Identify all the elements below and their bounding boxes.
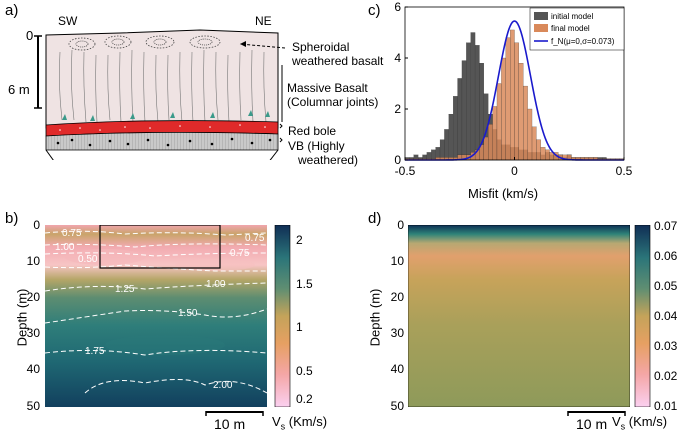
y-tick-label: 0 <box>394 153 401 167</box>
vb-layer <box>45 132 279 151</box>
colorbar-d <box>634 225 651 407</box>
zoom-box <box>99 225 221 269</box>
final-model-bar <box>540 147 546 161</box>
spheroidal-arrow <box>239 43 286 49</box>
spheroidal-clusters <box>68 35 221 51</box>
colorbar-b <box>274 225 291 407</box>
y-tick-label: 6 <box>394 0 401 14</box>
vs-section-plot <box>45 225 267 407</box>
panel-a-label: a) <box>5 2 19 19</box>
panel-d-yticks: 0 10 20 30 40 50 <box>390 218 404 413</box>
panel-b-label: b) <box>5 210 19 227</box>
final-model-bar <box>501 57 506 161</box>
final-model-bar <box>496 83 502 161</box>
scalebar-d-label: 10 m <box>576 416 608 432</box>
x-tick-label: -0.5 <box>395 164 416 178</box>
initial-model-bar <box>470 32 476 161</box>
red-bole-dots <box>59 124 266 131</box>
sw-label: SW <box>58 14 78 28</box>
final-model-bar <box>505 37 511 161</box>
final-model-bar <box>545 149 550 161</box>
contour-label: 2.00 <box>213 380 233 391</box>
columnar-joints <box>59 49 267 123</box>
contour-label: 0.50 <box>78 254 98 265</box>
green-fragments <box>62 110 270 121</box>
colorbar-d-ticks: 0.07 0.06 0.05 0.04 0.03 0.02 0.01 <box>654 219 678 413</box>
colorbar-d-label: Vs (Km/s) <box>612 414 668 432</box>
contour-label: 0.75 <box>62 228 82 239</box>
final-model-bar <box>488 124 493 161</box>
final-model-bar <box>536 139 541 161</box>
layer-label-redbole: Red bole <box>288 124 337 138</box>
final-model-bar <box>523 85 528 161</box>
final-model-bar <box>483 136 489 161</box>
scalebar-d <box>567 411 626 416</box>
zoom-line-left <box>45 149 54 160</box>
legend-final: final model <box>551 24 590 33</box>
final-model-bar <box>514 42 519 161</box>
contour-label: 1.00 <box>206 279 226 290</box>
layer-label-spheroidal: Spheroidal weathered basalt <box>292 40 384 68</box>
scalebar-b-label: 10 m <box>214 416 246 432</box>
layer-label-vb: VB (Highly weathered) <box>288 139 359 167</box>
legend-initial: initial model <box>551 12 593 21</box>
zoom-line-right <box>269 149 279 160</box>
legend: initial model final model f_N(μ=0,σ=0.07… <box>529 7 625 51</box>
contour-label: 0.75 <box>230 248 250 259</box>
initial-model-bar <box>461 60 467 161</box>
y-tick-label: 4 <box>394 51 401 65</box>
initial-model-bar <box>439 139 445 161</box>
initial-model-bar <box>453 96 458 161</box>
x-tick-label: 0.5 <box>616 164 633 178</box>
contour-label: 1.00 <box>55 242 75 253</box>
legend-swatch-initial <box>534 12 548 20</box>
initial-model-bar <box>431 149 436 161</box>
final-model-bar <box>492 106 498 161</box>
y-tick-label: 2 <box>394 102 401 116</box>
legend-normal: f_N(μ=0,σ=0.073) <box>551 37 615 46</box>
scalebar-b <box>205 411 264 416</box>
final-model-bar <box>510 29 515 161</box>
depth-scale-label: 6 m <box>8 82 30 97</box>
contour-label: 1.50 <box>178 308 198 319</box>
initial-model-bar <box>457 78 463 161</box>
geologic-section <box>34 29 286 160</box>
layer-brackets <box>279 65 283 143</box>
layer-label-massive: Massive Basalt (Columnar joints) <box>287 81 379 109</box>
x-ticks: -0.5 0 0.5 <box>395 157 633 178</box>
final-model-bar <box>527 108 533 161</box>
panel-d-ylabel: Depth (m) <box>367 288 383 347</box>
initial-model-bar <box>448 113 454 161</box>
contour-label: 0.75 <box>245 233 265 244</box>
uncertainty-plot <box>408 225 630 407</box>
colorbar-b-ticks: 2 1.5 1 0.5 0.2 <box>296 233 313 406</box>
panel-b-yticks: 0 10 20 30 40 50 <box>26 218 40 413</box>
vb-dots <box>56 137 272 147</box>
chart-xlabel: Misfit (km/s) <box>468 186 539 201</box>
initial-model-bar <box>466 42 471 161</box>
contour-label: 1.75 <box>85 346 105 357</box>
x-tick-label: 0 <box>511 164 518 178</box>
initial-model-bar <box>474 45 480 161</box>
final-model-bar <box>518 62 524 161</box>
ne-label: NE <box>255 14 272 28</box>
contour-label: 1.25 <box>115 284 135 295</box>
depth-zero-label: 0 <box>26 28 34 43</box>
colorbar-b-label: Vs (Km/s) <box>272 414 328 432</box>
final-model-bar <box>531 126 537 161</box>
legend-swatch-final <box>534 24 548 32</box>
contour-lines <box>45 230 267 394</box>
y-ticks: 0 2 4 6 <box>394 0 408 167</box>
panel-d-label: d) <box>368 210 382 227</box>
initial-model-bar <box>444 129 449 161</box>
panel-c-label: c) <box>368 2 381 19</box>
